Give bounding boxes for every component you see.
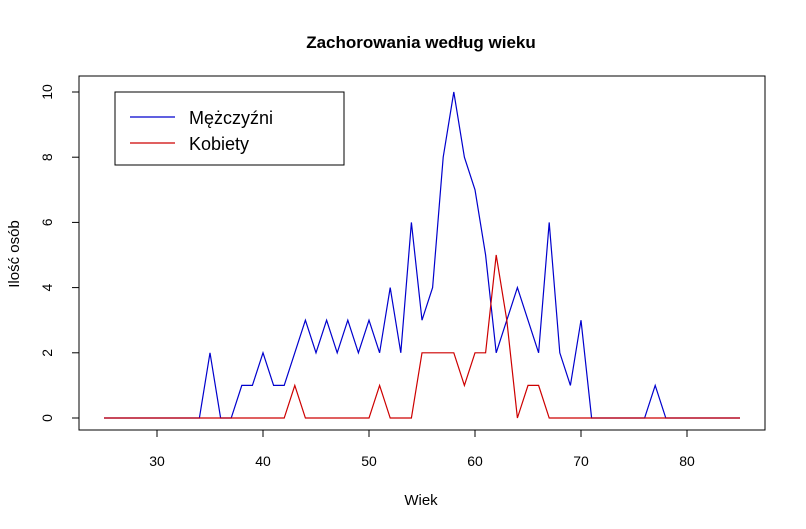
- series-line-1: [104, 254, 740, 419]
- y-tick-label: 8: [39, 153, 55, 161]
- legend-box: [114, 91, 345, 166]
- chart-title: Zachorowania według wieku: [306, 33, 536, 52]
- y-tick-label: 4: [39, 283, 55, 291]
- y-tick-label: 10: [39, 84, 55, 100]
- y-axis: 0 2 4 6 8 10: [39, 84, 80, 422]
- x-tick-label: 80: [679, 453, 695, 469]
- x-tick-label: 40: [255, 453, 271, 469]
- legend: Mężczyźni Kobiety: [114, 91, 345, 166]
- y-tick-label: 6: [39, 218, 55, 226]
- x-tick-label: 30: [149, 453, 165, 469]
- x-axis-label: Wiek: [404, 492, 438, 509]
- legend-label: Kobiety: [189, 134, 249, 154]
- series-layer: [104, 91, 740, 419]
- y-axis-label: Ilość osób: [6, 220, 23, 288]
- y-tick-label: 2: [39, 349, 55, 357]
- x-axis: 30 40 50 60 70 80: [149, 429, 695, 469]
- x-tick-label: 70: [573, 453, 589, 469]
- legend-label: Mężczyźni: [189, 108, 273, 128]
- y-tick-label: 0: [39, 414, 55, 422]
- x-tick-label: 50: [361, 453, 377, 469]
- x-tick-label: 60: [467, 453, 483, 469]
